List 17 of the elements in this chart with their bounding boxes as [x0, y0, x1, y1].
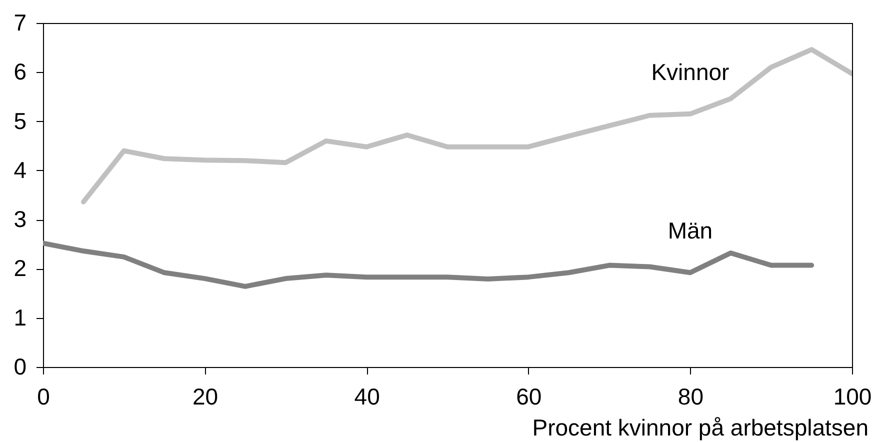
y-tick-label: 6	[14, 58, 26, 85]
y-tick-label: 2	[14, 255, 26, 282]
y-tick-label: 5	[14, 108, 26, 134]
y-tick-label: 7	[14, 10, 26, 36]
x-tick-label: 80	[678, 384, 704, 410]
x-tick-label: 60	[516, 384, 542, 410]
y-tick-label: 3	[14, 206, 26, 232]
x-tick-label: 20	[192, 384, 218, 410]
y-tick-label: 0	[14, 354, 26, 380]
x-axis-title: Procent kvinnor på arbetsplatsen	[532, 414, 868, 440]
y-tick-label: 4	[14, 156, 27, 183]
x-tick-label: 100	[833, 384, 872, 410]
x-tick-label: 0	[37, 384, 50, 410]
series-label: Män	[668, 218, 713, 244]
x-tick-label: 40	[354, 384, 380, 410]
series-label: Kvinnor	[651, 58, 730, 85]
y-tick-label: 1	[14, 304, 26, 330]
